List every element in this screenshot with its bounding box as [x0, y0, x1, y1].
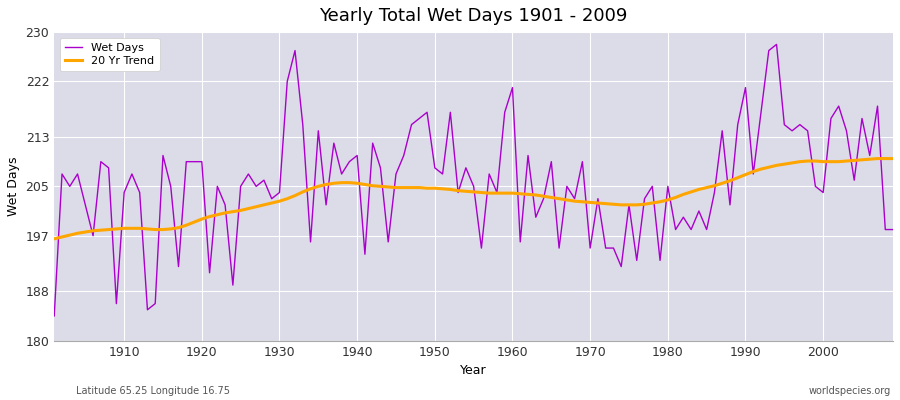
Wet Days	[600, 246, 611, 250]
X-axis label: Year: Year	[460, 364, 487, 377]
Wet Days	[887, 227, 898, 232]
Wet Days	[507, 85, 517, 90]
20 Yr Trend	[328, 181, 339, 186]
Line: 20 Yr Trend: 20 Yr Trend	[54, 158, 893, 239]
20 Yr Trend	[887, 156, 898, 161]
20 Yr Trend	[282, 196, 292, 201]
20 Yr Trend	[507, 191, 517, 196]
20 Yr Trend	[111, 226, 122, 231]
Wet Days	[282, 79, 292, 84]
20 Yr Trend	[600, 201, 611, 206]
Text: worldspecies.org: worldspecies.org	[809, 386, 891, 396]
Wet Days	[328, 141, 339, 146]
20 Yr Trend	[500, 191, 510, 196]
20 Yr Trend	[872, 156, 883, 161]
Y-axis label: Wet Days: Wet Days	[7, 156, 20, 216]
Title: Yearly Total Wet Days 1901 - 2009: Yearly Total Wet Days 1901 - 2009	[320, 7, 628, 25]
Text: Latitude 65.25 Longitude 16.75: Latitude 65.25 Longitude 16.75	[76, 386, 230, 396]
20 Yr Trend	[49, 236, 59, 241]
Wet Days	[771, 42, 782, 47]
Legend: Wet Days, 20 Yr Trend: Wet Days, 20 Yr Trend	[59, 38, 159, 71]
Wet Days	[49, 314, 59, 318]
Wet Days	[111, 301, 122, 306]
Line: Wet Days: Wet Days	[54, 44, 893, 316]
Wet Days	[500, 110, 510, 115]
